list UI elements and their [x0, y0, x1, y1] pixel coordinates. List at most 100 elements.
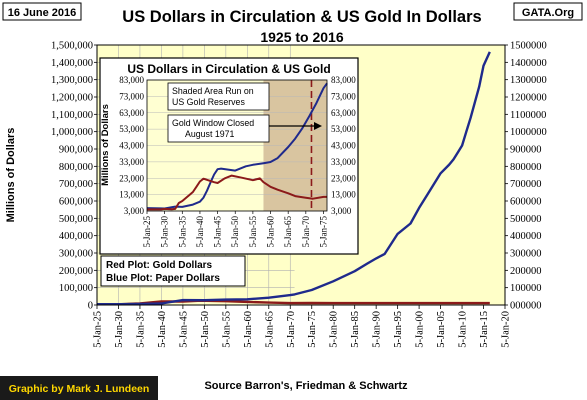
y-tick-label-left: 200,000 — [59, 266, 93, 277]
y-tick-label-left: 1,300,000 — [51, 75, 93, 86]
inset-plot-frame — [146, 79, 328, 212]
inset-x-tick-label: 5-Jan-45 — [213, 216, 223, 248]
inset-y-tick-label-right: 43,000 — [331, 141, 356, 151]
x-tick-label: 5-Jan-95 — [393, 311, 404, 348]
y-tick-label-right: 500000 — [510, 214, 542, 225]
inset-y-tick-label-left: 73,000 — [119, 91, 144, 101]
shaded-area-note-line-1: Shaded Area Run on — [172, 86, 254, 96]
inset-x-tick-label: 5-Jan-35 — [177, 216, 187, 248]
inset-x-tick-label: 5-Jan-50 — [230, 216, 240, 248]
legend-red-plot: Red Plot: Gold Dollars — [106, 260, 213, 271]
y-tick-label-left: 600,000 — [59, 197, 93, 208]
annotation-arrow-head — [314, 122, 322, 130]
x-tick-label: 5-Jan-25 — [93, 311, 104, 348]
x-tick-label: 5-Jan-20 — [501, 311, 512, 348]
inset-y-tick-label-right: 3,000 — [331, 206, 352, 216]
y-tick-label-right: 1100000 — [510, 110, 546, 121]
y-tick-label-right: 600000 — [510, 197, 542, 208]
y-tick-label-right: 700000 — [510, 179, 542, 190]
main-x-axis-ticks: 5-Jan-25 5-Jan-30 5-Jan-35 5-Jan-40 5-Jan-45… — [93, 305, 512, 348]
x-tick-label: 5-Jan-35 — [135, 311, 146, 348]
x-tick-label: 5-Jan-30 — [114, 311, 125, 348]
y-tick-label-left: 1,000,000 — [51, 127, 93, 138]
site-box — [513, 2, 583, 21]
y-tick-label-right: 300000 — [510, 249, 542, 260]
y-tick-label-right: 200000 — [510, 266, 542, 277]
inset-paper-dollars-line — [146, 82, 328, 210]
x-tick-label: 5-Jan-70 — [286, 311, 297, 348]
y-tick-label-right: 800000 — [510, 162, 542, 173]
y-tick-label-left: 800,000 — [59, 162, 93, 173]
main-y-axis-left-ticks: 0 100,000 200,000 300,000 400,000 500,000 600,… — [51, 41, 97, 312]
inset-y-axis-title: Millions of Dollars — [100, 104, 111, 186]
inset-y-tick-label-left: 83,000 — [119, 75, 144, 85]
y-tick-label-left: 300,000 — [59, 249, 93, 260]
inset-y-tick-label-right: 23,000 — [331, 173, 356, 183]
y-tick-label-right: 1200000 — [510, 93, 547, 104]
y-tick-label-left: 500,000 — [59, 214, 93, 225]
inset-y-tick-label-left: 3,000 — [124, 206, 145, 216]
inset-x-tick-label: 5-Jan-40 — [195, 216, 205, 248]
inset-x-tick-label: 5-Jan-60 — [266, 216, 276, 248]
inset-y-tick-label-left: 43,000 — [119, 141, 144, 151]
x-tick-label: 5-Jan-45 — [178, 311, 189, 348]
x-tick-label: 5-Jan-65 — [264, 311, 275, 348]
y-tick-label-left: 900,000 — [59, 145, 93, 156]
inset-gold-dollars-line — [147, 174, 327, 211]
main-y-axis-right-ticks: 000000 100000 200000 300000 400000 500000 6000… — [505, 41, 547, 312]
inset-y-tick-label-left: 53,000 — [119, 124, 144, 134]
y-tick-label-left: 1,200,000 — [51, 93, 93, 104]
plot-frame — [96, 44, 506, 306]
credit-label: Graphic by Mark J. Lundeen — [9, 383, 150, 395]
x-tick-label: 5-Jan-85 — [350, 311, 361, 348]
shaded-area-note-box — [167, 82, 270, 111]
shaded-area-note-line-2: US Gold Reserves — [172, 97, 245, 107]
x-tick-label: 5-Jan-80 — [329, 311, 340, 348]
inset-y-axis-left-ticks: 3,000 13,000 23,000 33,000 43,000 53,000 63,00… — [119, 75, 144, 216]
inset-series-lines — [146, 79, 328, 212]
inset-x-tick-label: 5-Jan-25 — [142, 216, 152, 248]
inset-x-tick-label: 5-Jan-75 — [318, 216, 328, 248]
y-tick-label-right: 1300000 — [510, 75, 547, 86]
x-tick-label: 5-Jan-40 — [157, 311, 168, 348]
y-tick-label-left: 0 — [88, 301, 93, 312]
y-tick-label-right: 1400000 — [510, 58, 547, 69]
inset-y-tick-label-left: 63,000 — [119, 108, 144, 118]
inset-y-tick-label-right: 63,000 — [331, 108, 356, 118]
inset-x-tick-label: 5-Jan-70 — [301, 216, 311, 248]
gold-window-note-box — [167, 114, 270, 143]
inset-y-tick-label-right: 13,000 — [331, 190, 356, 200]
gold-window-note-line-1: Gold Window Closed — [172, 118, 254, 128]
x-tick-label: 5-Jan-90 — [372, 311, 383, 348]
inset-y-tick-label-right: 33,000 — [331, 157, 356, 167]
inset-x-axis-ticks: 5-Jan-25 5-Jan-30 5-Jan-35 5-Jan-40 5-Jan-45… — [142, 211, 328, 248]
inset-title: US Dollars in Circulation & US Gold — [127, 62, 330, 76]
chart-subtitle: 1925 to 2016 — [260, 29, 343, 45]
inset-x-tick-label: 5-Jan-30 — [160, 216, 170, 248]
credit-band — [0, 376, 158, 400]
y-tick-label-left: 1,500,000 — [51, 41, 93, 52]
inset-x-tick-label: 5-Jan-55 — [248, 216, 258, 248]
inset-y-tick-label-right: 83,000 — [331, 75, 356, 85]
x-tick-label: 5-Jan-60 — [243, 311, 254, 348]
chart-title: US Dollars in Circulation & US Gold In D… — [122, 8, 481, 26]
y-tick-label-right: 000000 — [510, 301, 542, 312]
y-tick-label-left: 700,000 — [59, 179, 93, 190]
y-tick-label-right: 1500000 — [510, 41, 547, 52]
y-tick-label-left: 400,000 — [59, 231, 93, 242]
y-tick-label-right: 900000 — [510, 145, 542, 156]
x-tick-label: 5-Jan-55 — [221, 311, 232, 348]
x-tick-label: 5-Jan-05 — [436, 311, 447, 348]
y-tick-label-left: 1,400,000 — [51, 58, 93, 69]
main-series-lines — [97, 51, 491, 306]
inset-y-tick-label-right: 73,000 — [331, 91, 356, 101]
legend-box — [100, 255, 246, 287]
site-label: GATA.Org — [522, 7, 574, 19]
x-tick-label: 5-Jan-50 — [200, 311, 211, 348]
y-axis-title: Millions of Dollars — [5, 128, 17, 223]
inset-y-tick-label-left: 23,000 — [119, 173, 144, 183]
source-label: Source Barron's, Friedman & Schwartz — [204, 380, 408, 392]
x-tick-label: 5-Jan-75 — [307, 311, 318, 348]
